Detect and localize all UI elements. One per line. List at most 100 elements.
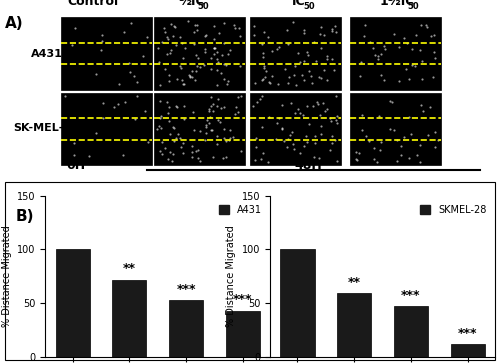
Point	[328, 56, 336, 62]
Point	[190, 29, 198, 35]
Point	[306, 68, 314, 74]
Point	[220, 126, 228, 132]
Point	[266, 80, 274, 86]
Point	[70, 141, 78, 146]
Bar	[350, 17, 441, 90]
Point	[388, 99, 396, 104]
Text: B): B)	[16, 209, 34, 224]
Point	[352, 156, 360, 162]
Point	[380, 77, 388, 83]
Point	[213, 56, 221, 62]
Point	[316, 131, 324, 137]
Point	[328, 26, 336, 32]
Point	[179, 55, 187, 60]
Point	[310, 154, 318, 159]
Point	[259, 50, 267, 56]
Point	[172, 135, 180, 141]
Point	[213, 50, 221, 55]
Point	[260, 65, 268, 71]
Point	[208, 127, 216, 133]
Point	[180, 116, 188, 122]
Point	[296, 110, 304, 115]
Point	[302, 103, 310, 108]
Point	[304, 52, 312, 58]
Point	[218, 52, 226, 58]
Point	[173, 76, 181, 82]
Point	[358, 112, 366, 118]
Point	[172, 42, 180, 48]
Point	[92, 71, 100, 76]
Point	[265, 115, 273, 120]
Text: 1½IC: 1½IC	[380, 0, 414, 8]
Text: A431: A431	[30, 50, 62, 59]
Point	[158, 151, 166, 157]
Point	[286, 132, 294, 138]
Point	[298, 72, 306, 78]
Point	[224, 78, 232, 84]
Point	[284, 136, 292, 142]
Point	[68, 42, 76, 48]
Point	[333, 158, 341, 164]
Point	[352, 149, 360, 155]
Point	[202, 124, 210, 130]
Point	[260, 29, 268, 35]
Text: ***: ***	[401, 289, 420, 302]
Point	[154, 45, 162, 51]
Point	[208, 94, 216, 100]
Point	[411, 63, 419, 69]
Point	[220, 20, 228, 26]
Point	[172, 104, 179, 110]
Point	[220, 76, 228, 82]
Point	[284, 41, 292, 47]
Point	[330, 67, 338, 73]
Text: ***: ***	[176, 282, 196, 296]
Text: A): A)	[5, 16, 24, 31]
Point	[181, 46, 189, 51]
Point	[332, 94, 340, 99]
Point	[214, 82, 222, 88]
Point	[370, 156, 378, 162]
Point	[333, 113, 341, 119]
Bar	[56, 249, 90, 357]
Point	[300, 27, 308, 33]
Point	[264, 35, 272, 40]
Point	[320, 67, 328, 73]
Point	[422, 22, 430, 28]
Point	[164, 36, 172, 42]
Point	[115, 81, 123, 87]
Legend: A431: A431	[215, 201, 266, 218]
Point	[288, 129, 296, 135]
Point	[250, 80, 258, 86]
Point	[234, 94, 242, 100]
Bar	[337, 293, 372, 357]
Point	[412, 32, 420, 38]
Point	[369, 45, 377, 51]
Point	[192, 78, 200, 83]
Point	[408, 46, 416, 52]
Point	[323, 106, 331, 112]
Point	[264, 159, 272, 165]
Point	[70, 152, 78, 158]
Point	[212, 45, 220, 51]
Point	[212, 67, 220, 72]
Point	[156, 82, 164, 88]
Point	[250, 32, 258, 38]
Point	[315, 155, 323, 161]
Y-axis label: % Distance Migrated: % Distance Migrated	[2, 225, 12, 327]
Point	[357, 60, 365, 66]
Point	[188, 154, 196, 159]
Point	[224, 51, 232, 57]
Point	[320, 32, 328, 38]
Point	[214, 96, 222, 102]
Point	[393, 159, 401, 165]
Point	[278, 125, 285, 131]
Point	[156, 115, 164, 121]
Point	[142, 108, 150, 114]
Point	[208, 127, 216, 132]
Point	[144, 33, 152, 39]
Point	[374, 113, 382, 119]
Point	[193, 27, 201, 33]
Point	[332, 120, 340, 126]
Point	[291, 110, 299, 116]
Point	[127, 20, 135, 25]
